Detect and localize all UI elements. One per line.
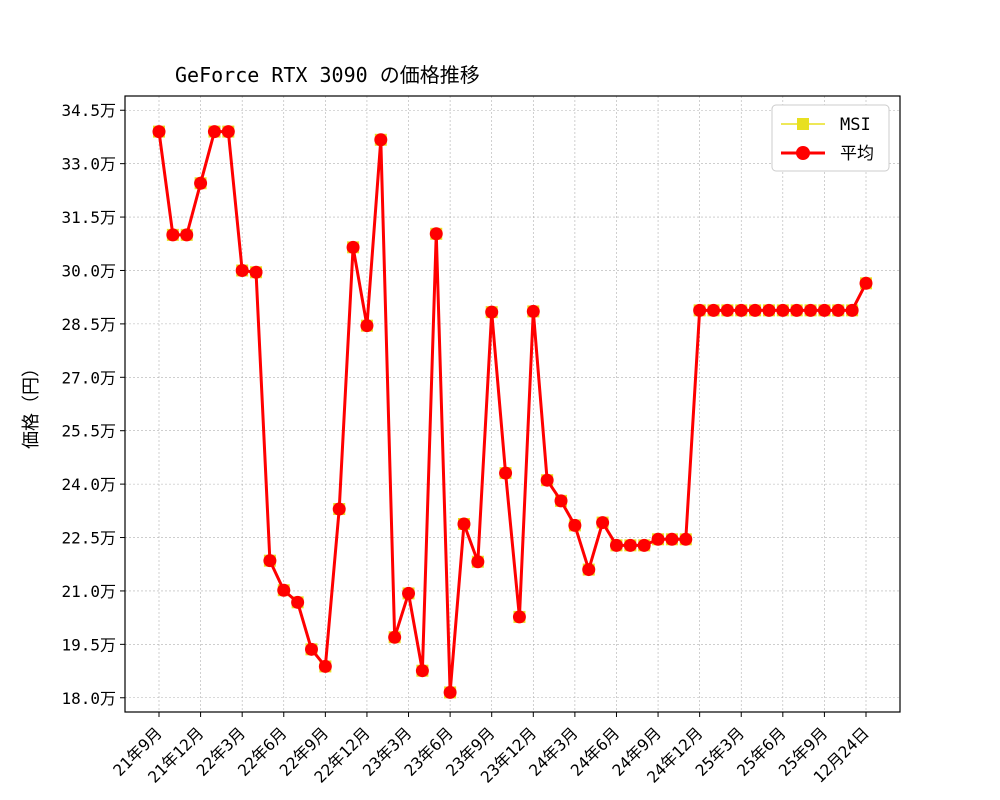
plot-area bbox=[124, 95, 901, 713]
data-point-average bbox=[693, 303, 707, 317]
legend: MSI 平均 bbox=[771, 104, 890, 172]
data-point-average bbox=[304, 642, 318, 656]
data-point-average bbox=[679, 532, 693, 546]
data-point-average bbox=[568, 518, 582, 532]
data-point-average bbox=[748, 303, 762, 317]
data-point-average bbox=[831, 303, 845, 317]
data-point-average bbox=[346, 240, 360, 254]
y-tick-label: 34.5万 bbox=[61, 101, 116, 120]
data-point-average bbox=[318, 659, 332, 673]
data-point-average bbox=[651, 532, 665, 546]
data-point-average bbox=[388, 630, 402, 644]
y-tick-label: 25.5万 bbox=[61, 422, 116, 441]
data-point-average bbox=[665, 532, 679, 546]
y-tick-label: 18.0万 bbox=[61, 689, 116, 708]
y-tick-label: 33.0万 bbox=[61, 155, 116, 174]
data-point-average bbox=[720, 303, 734, 317]
data-point-average bbox=[263, 554, 277, 568]
data-point-average bbox=[235, 263, 249, 277]
y-tick-label: 28.5万 bbox=[61, 315, 116, 334]
data-point-average bbox=[166, 228, 180, 242]
y-tick-label: 27.0万 bbox=[61, 368, 116, 387]
data-point-average bbox=[207, 125, 221, 139]
data-point-average bbox=[499, 466, 513, 480]
data-point-average bbox=[707, 303, 721, 317]
data-point-average bbox=[374, 133, 388, 147]
data-point-average bbox=[180, 228, 194, 242]
data-point-average bbox=[194, 176, 208, 190]
y-tick-label: 24.0万 bbox=[61, 475, 116, 494]
data-point-average bbox=[332, 502, 346, 516]
data-point-average bbox=[512, 610, 526, 624]
data-point-average bbox=[415, 664, 429, 678]
y-tick-label: 21.0万 bbox=[61, 582, 116, 601]
data-point-average bbox=[776, 303, 790, 317]
legend-marker-msi bbox=[797, 118, 809, 130]
legend-label-msi: MSI bbox=[840, 115, 871, 135]
data-point-average bbox=[221, 125, 235, 139]
data-point-average bbox=[249, 265, 263, 279]
data-point-average bbox=[734, 303, 748, 317]
x-axis: 21年9月21年12月22年3月22年6月22年9月22年12月23年3月23年… bbox=[109, 712, 873, 787]
y-tick-label: 31.5万 bbox=[61, 208, 116, 227]
data-point-average bbox=[596, 516, 610, 530]
data-point-average bbox=[152, 125, 166, 139]
data-point-average bbox=[443, 685, 457, 699]
data-point-average bbox=[429, 227, 443, 241]
data-point-average bbox=[554, 494, 568, 508]
data-point-average bbox=[360, 319, 374, 333]
data-point-average bbox=[762, 303, 776, 317]
y-tick-label: 30.0万 bbox=[61, 261, 116, 280]
data-point-average bbox=[582, 563, 596, 577]
chart-title: GeForce RTX 3090 の価格推移 bbox=[175, 63, 480, 87]
data-point-average bbox=[790, 303, 804, 317]
data-point-average bbox=[485, 305, 499, 319]
grid bbox=[125, 96, 900, 712]
series-line-msi bbox=[158, 130, 867, 693]
data-point-average bbox=[526, 304, 540, 318]
series-layer bbox=[152, 125, 873, 699]
legend-label-average: 平均 bbox=[840, 144, 874, 164]
data-point-average bbox=[277, 583, 291, 597]
data-point-average bbox=[402, 586, 416, 600]
data-point-average bbox=[817, 303, 831, 317]
series-line-average bbox=[157, 130, 868, 694]
data-point-average bbox=[540, 473, 554, 487]
legend-marker-average bbox=[796, 146, 810, 160]
data-point-average bbox=[623, 538, 637, 552]
data-point-average bbox=[845, 303, 859, 317]
data-point-average bbox=[859, 276, 873, 290]
data-point-average bbox=[804, 303, 818, 317]
data-point-average bbox=[609, 538, 623, 552]
data-point-average bbox=[637, 538, 651, 552]
data-point-average bbox=[457, 517, 471, 531]
y-tick-label: 19.5万 bbox=[61, 635, 116, 654]
y-tick-label: 22.5万 bbox=[61, 529, 116, 548]
y-axis-label: 価格（円） bbox=[21, 359, 42, 449]
data-point-average bbox=[471, 555, 485, 569]
y-axis: 18.0万 19.5万 21.0万 22.5万 24.0万 25.5万 27.0万 28.5万… bbox=[61, 101, 125, 708]
data-point-average bbox=[291, 595, 305, 609]
